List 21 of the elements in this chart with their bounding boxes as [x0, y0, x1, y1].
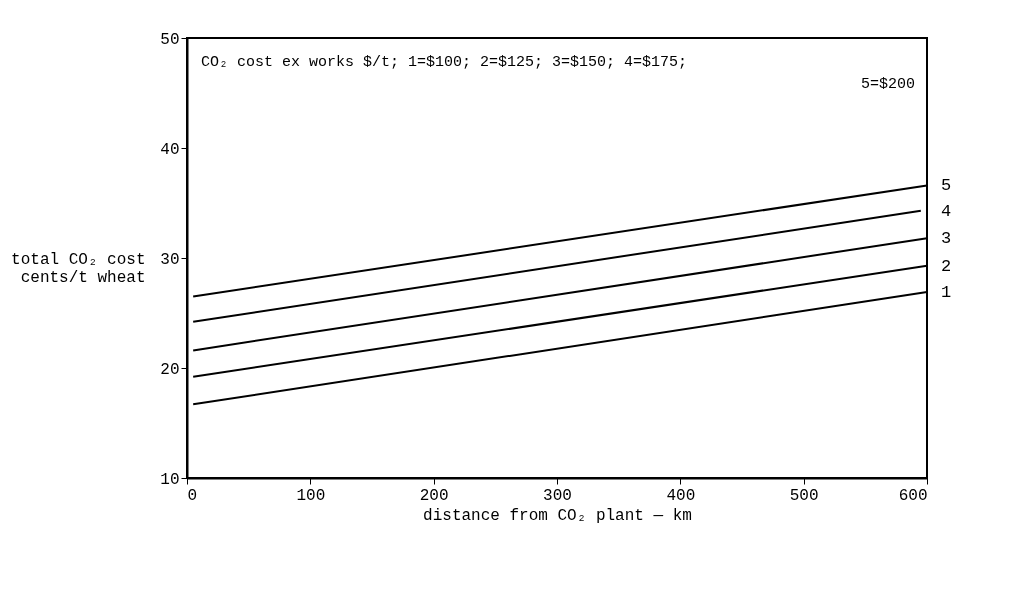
- x-tick-label: 300: [543, 486, 572, 505]
- series-label: 5: [941, 176, 952, 196]
- y-tick-label: 40: [160, 140, 180, 159]
- x-axis-title: distance from CO₂ plant — km: [423, 506, 692, 525]
- y-tick-label: 30: [160, 250, 180, 269]
- x-tick-label: 500: [789, 486, 819, 505]
- x-tick-label: 600: [898, 486, 928, 505]
- series-label: 2: [941, 256, 952, 276]
- series-label: 4: [941, 201, 952, 221]
- y-axis-title: total CO₂ cost cents/t wheat: [11, 250, 146, 287]
- y-tick-label: 50: [160, 30, 180, 49]
- series-label: 1: [941, 283, 952, 303]
- y-tick-label: 20: [160, 360, 180, 379]
- annotation: 5=$200: [860, 76, 915, 93]
- y-tick-label: 10: [160, 470, 180, 489]
- series-label: 3: [941, 229, 952, 249]
- x-tick-label: 200: [419, 486, 449, 505]
- x-tick-label: 400: [666, 486, 696, 505]
- x-tick-label: 0: [187, 486, 198, 505]
- x-tick-label: 100: [296, 486, 326, 505]
- annotation: CO₂ cost ex works $/t; 1=$100; 2=$125; 3=$150; 4=$175;: [201, 54, 688, 71]
